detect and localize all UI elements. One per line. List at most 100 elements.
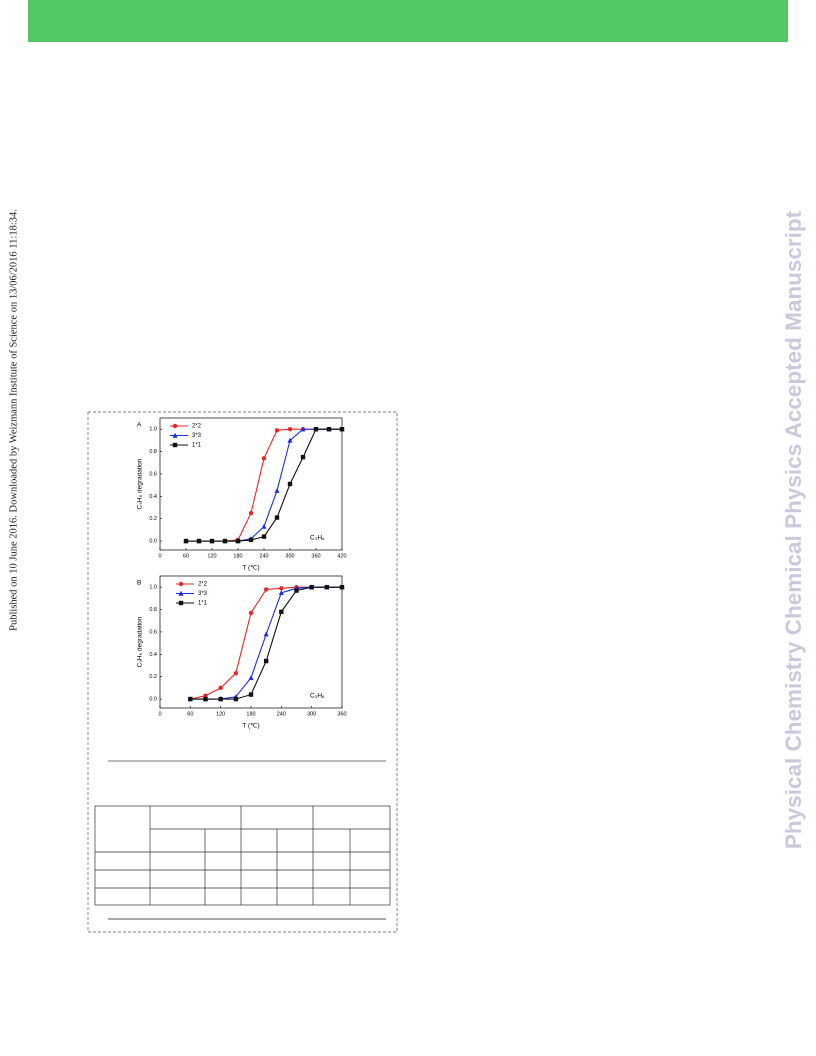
plot-frame bbox=[159, 575, 343, 709]
marker bbox=[294, 588, 299, 593]
marker bbox=[339, 426, 345, 432]
marker bbox=[263, 631, 269, 637]
legend-marker bbox=[178, 590, 184, 596]
figure-frame bbox=[87, 411, 398, 933]
legend-label: 1*1 bbox=[198, 601, 208, 607]
marker bbox=[313, 426, 319, 432]
marker bbox=[218, 696, 223, 702]
empty-table bbox=[94, 805, 391, 906]
series-line bbox=[190, 586, 342, 700]
annotation: C₃H₆ bbox=[310, 693, 325, 700]
marker bbox=[203, 693, 208, 698]
marker bbox=[218, 685, 223, 691]
legend-label: 2*2 bbox=[192, 424, 202, 430]
y-tick-label: 0.0 bbox=[149, 697, 157, 703]
panel-label: B bbox=[137, 580, 141, 587]
marker bbox=[287, 426, 293, 432]
marker bbox=[209, 538, 215, 544]
marker bbox=[261, 456, 267, 461]
x-tick-label: 300 bbox=[307, 711, 316, 717]
x-tick-label: 120 bbox=[207, 553, 216, 559]
x-tick-label: 300 bbox=[285, 553, 294, 559]
y-tick-label: 1.0 bbox=[149, 427, 157, 433]
x-tick-label: 60 bbox=[187, 711, 193, 717]
marker bbox=[203, 696, 208, 702]
marker bbox=[274, 428, 280, 433]
y-tick-label: 0.6 bbox=[149, 629, 157, 635]
legend-marker bbox=[172, 442, 178, 448]
watermark: Physical Chemistry Chemical Physics Acce… bbox=[781, 210, 806, 849]
marker bbox=[248, 675, 254, 680]
y-tick-label: 1.0 bbox=[149, 585, 157, 591]
x-tick-label: 120 bbox=[216, 711, 225, 717]
x-tick-label: 360 bbox=[311, 553, 320, 559]
marker bbox=[263, 587, 269, 592]
series-line bbox=[190, 586, 342, 700]
marker bbox=[263, 658, 269, 664]
x-tick-label: 60 bbox=[183, 553, 189, 559]
legend-label: 2*2 bbox=[198, 582, 208, 588]
side-note: Published on 10 June 2016. Downloaded by… bbox=[8, 209, 19, 631]
marker bbox=[196, 538, 202, 544]
marker bbox=[261, 534, 267, 539]
plot-frame bbox=[159, 417, 343, 551]
series-line bbox=[190, 586, 342, 700]
legend-label: 1*1 bbox=[192, 443, 202, 449]
marker bbox=[274, 488, 280, 493]
y-tick-label: 0.6 bbox=[149, 471, 157, 477]
marker bbox=[274, 515, 280, 520]
legend-label: 3*3 bbox=[192, 433, 202, 439]
x-tick-label: 240 bbox=[277, 711, 286, 717]
marker bbox=[300, 454, 306, 460]
x-tick-label: 360 bbox=[337, 711, 346, 717]
x-tick-label: 180 bbox=[246, 711, 255, 717]
x-tick-label: 0 bbox=[158, 553, 161, 559]
marker bbox=[248, 510, 254, 516]
y-tick-label: 0.0 bbox=[149, 539, 157, 545]
marker bbox=[235, 538, 241, 544]
x-tick-label: 240 bbox=[259, 553, 268, 559]
marker bbox=[222, 538, 228, 544]
marker bbox=[279, 609, 284, 614]
marker bbox=[233, 671, 239, 676]
legend-marker bbox=[172, 432, 178, 438]
marker bbox=[279, 586, 284, 591]
y-tick-label: 0.2 bbox=[149, 516, 157, 522]
marker bbox=[233, 696, 239, 702]
y-axis-label: C₃H₆ degradation bbox=[137, 458, 144, 509]
marker bbox=[248, 610, 254, 616]
y-tick-label: 0.4 bbox=[149, 494, 157, 500]
marker bbox=[248, 692, 254, 697]
x-tick-label: 420 bbox=[337, 553, 346, 559]
header-bar bbox=[28, 0, 788, 42]
annotation: C₃H₆ bbox=[310, 535, 325, 542]
marker bbox=[300, 426, 306, 432]
marker bbox=[278, 590, 284, 595]
marker bbox=[287, 437, 293, 443]
marker bbox=[248, 537, 254, 543]
panel-label: A bbox=[137, 422, 142, 429]
marker bbox=[339, 584, 345, 590]
marker bbox=[326, 426, 332, 432]
marker bbox=[183, 538, 189, 544]
marker bbox=[324, 584, 330, 590]
legend-label: 3*3 bbox=[198, 591, 208, 597]
x-axis-label: T (℃) bbox=[242, 565, 259, 572]
marker bbox=[309, 584, 314, 590]
y-tick-label: 0.8 bbox=[149, 449, 157, 455]
y-axis-label: C₃H₆ degradation bbox=[137, 616, 144, 667]
x-axis-label: T (℃) bbox=[242, 723, 259, 730]
y-tick-label: 0.4 bbox=[149, 652, 157, 658]
legend-marker bbox=[178, 600, 184, 606]
marker bbox=[188, 696, 193, 702]
x-tick-label: 0 bbox=[158, 711, 161, 717]
y-tick-label: 0.2 bbox=[149, 674, 157, 680]
legend-marker bbox=[172, 423, 178, 429]
x-tick-label: 180 bbox=[233, 553, 242, 559]
marker bbox=[261, 523, 267, 529]
y-tick-label: 0.8 bbox=[149, 607, 157, 613]
marker bbox=[287, 481, 293, 487]
legend-marker bbox=[178, 581, 184, 587]
